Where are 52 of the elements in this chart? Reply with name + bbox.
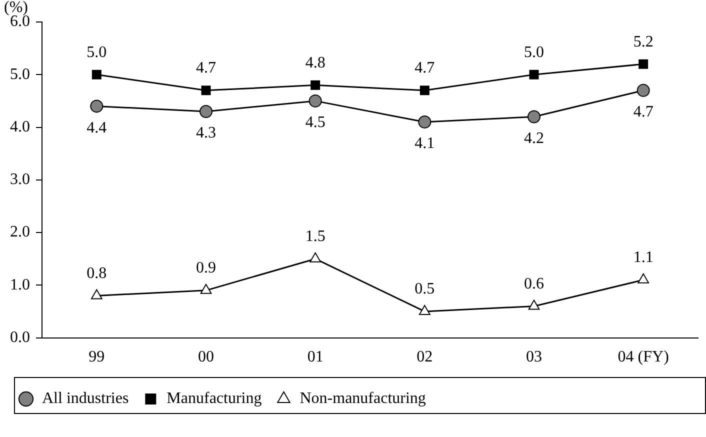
data-label: 4.7 — [633, 104, 654, 121]
x-tick-label: 03 — [526, 348, 542, 366]
x-tick-label: 00 — [198, 348, 214, 366]
point — [90, 100, 104, 113]
data-label: 0.6 — [524, 275, 544, 292]
y-tick-label: 5.0 — [10, 66, 30, 83]
point — [310, 252, 322, 262]
y-tick-label: 0.0 — [10, 329, 30, 346]
data-label: 4.5 — [305, 114, 326, 132]
point — [201, 86, 211, 96]
point — [638, 273, 650, 284]
data-label: 4.1 — [414, 135, 435, 152]
point — [308, 94, 322, 108]
data-label: 4.4 — [86, 119, 107, 136]
data-label: 4.7 — [414, 60, 435, 77]
y-tick-label: 4.0 — [10, 118, 30, 136]
point — [90, 289, 102, 300]
data-label: 1.1 — [633, 249, 654, 266]
point — [529, 70, 539, 80]
data-label: 0.9 — [196, 260, 216, 277]
data-label: 4.7 — [196, 60, 216, 77]
point — [528, 300, 540, 310]
point — [420, 86, 430, 96]
legend-label: Non-manufacturing — [300, 390, 426, 408]
data-label: 0.5 — [414, 280, 435, 298]
point — [310, 80, 320, 90]
legend-label: All industries — [42, 390, 129, 408]
x-tick-label: 04 (FY) — [618, 348, 669, 366]
point — [200, 284, 212, 294]
data-label: 5.0 — [524, 44, 544, 61]
data-label: 0.8 — [86, 264, 107, 282]
x-tick-label: 02 — [416, 348, 433, 366]
point — [200, 104, 212, 118]
data-label: 4.8 — [305, 54, 326, 72]
point — [638, 59, 648, 69]
point — [92, 70, 102, 80]
legend-label: Manufacturing — [166, 390, 262, 408]
data-label: 1.5 — [305, 228, 326, 246]
x-tick-label: 01 — [307, 348, 324, 366]
y-tick-label: 3.0 — [10, 171, 30, 188]
y-tick-label: 1.0 — [10, 276, 30, 294]
point — [636, 84, 650, 97]
data-label: 4.3 — [196, 124, 216, 142]
point — [418, 116, 432, 129]
point — [418, 304, 430, 315]
data-label: 5.0 — [86, 44, 107, 61]
y-axis-title: (%) — [4, 0, 28, 16]
data-label: 4.2 — [524, 130, 544, 147]
data-label: 5.2 — [633, 33, 654, 50]
point — [528, 110, 540, 124]
x-tick-label: 99 — [88, 348, 105, 366]
y-tick-label: 2.0 — [10, 224, 30, 241]
